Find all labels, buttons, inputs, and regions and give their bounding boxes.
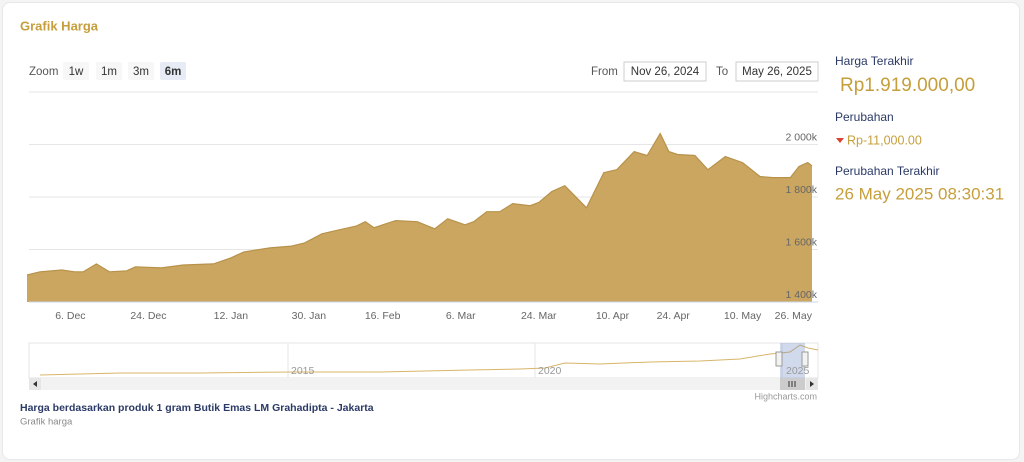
zoom-button[interactable] — [128, 62, 154, 80]
x-tick-label: 10. May — [724, 310, 762, 322]
x-tick-label: 24. Dec — [130, 310, 166, 322]
x-tick-label: 6. Dec — [55, 310, 85, 322]
x-tick-label: 12. Jan — [214, 310, 249, 322]
navigator-mask[interactable] — [780, 343, 805, 378]
down-arrow — [836, 138, 844, 143]
navigator-frame — [28, 342, 819, 379]
grip — [788, 381, 796, 387]
to-value: May 26, 2025 — [742, 66, 812, 78]
zoom-label: Zoom — [29, 66, 58, 78]
navigator-handle[interactable] — [775, 351, 783, 367]
x-tick-label: 30. Jan — [292, 310, 327, 322]
x-tick-label: 24. Apr — [657, 310, 691, 322]
price-area — [27, 133, 812, 302]
title: Grafik Harga — [20, 18, 99, 33]
to-input[interactable] — [735, 61, 819, 82]
arrow — [810, 381, 814, 387]
from-input[interactable] — [623, 61, 707, 82]
navigator-line — [39, 344, 819, 376]
change: Rp-11,000.00 — [847, 133, 922, 147]
caption-title: Harga berdasarkan produk 1 gram Butik Em… — [20, 402, 374, 414]
navigator-label: 2025 — [786, 365, 810, 377]
change-label: Perubahan — [835, 110, 894, 124]
last-update: 26 May 2025 08:30:31 — [835, 184, 1004, 203]
credits[interactable]: Highcharts.com — [754, 391, 817, 401]
x-tick-label: 10. Apr — [596, 310, 630, 322]
price-line — [26, 132, 813, 276]
navigator-label: 2015 — [291, 365, 315, 377]
zoom-button-label: 1m — [101, 66, 117, 78]
x-tick-label: 16. Feb — [365, 310, 401, 322]
zoom-buttons: 1w 1m 3m 6m — [63, 62, 186, 80]
last-price-label: Harga Terakhir — [835, 54, 913, 68]
y-tick-label: 1 800k — [785, 184, 817, 196]
navigator-handle[interactable] — [801, 351, 809, 367]
axis-labels: 1 400k 1 600k 1 800k 2 000k 6. Dec 24. Dec 12.… — [55, 131, 818, 322]
caption-subtitle: Grafik harga — [20, 417, 73, 428]
zoom-button[interactable] — [96, 62, 122, 80]
to-label: To — [716, 66, 728, 78]
x-tick-label: 6. Mar — [446, 310, 476, 322]
x-tick-label: 24. Mar — [521, 310, 557, 322]
zoom-button-label: 3m — [133, 66, 149, 78]
zoom-button[interactable] — [160, 62, 186, 80]
zoom-button-label: 6m — [165, 66, 182, 78]
zoom-button[interactable] — [63, 62, 89, 80]
navigator-label: 2020 — [538, 365, 562, 377]
last-update-label: Perubahan Terakhir — [835, 164, 940, 178]
x-tick-label: 26. May — [775, 310, 813, 322]
from-value: Nov 26, 2024 — [631, 66, 700, 78]
y-tick-label: 1 400k — [785, 289, 817, 301]
from-label: From — [591, 66, 618, 78]
zoom-button-label: 1w — [69, 66, 84, 78]
scrollbar[interactable] — [29, 378, 818, 390]
arrow — [33, 381, 37, 387]
last-price: Rp1.919.000,00 — [840, 75, 975, 96]
navigator: 2015 2020 2025 — [28, 342, 819, 390]
y-tick-label: 2 000k — [785, 131, 817, 143]
y-tick-label: 1 600k — [785, 236, 817, 248]
plot — [26, 132, 818, 303]
